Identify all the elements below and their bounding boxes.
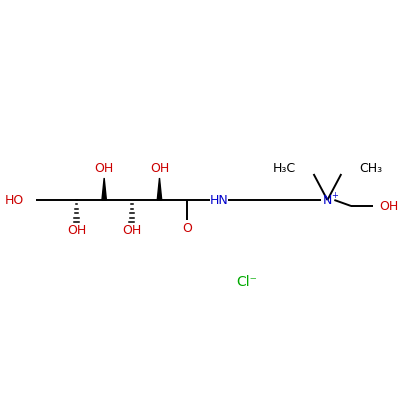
Text: OH: OH (122, 224, 142, 238)
Text: N: N (323, 194, 332, 206)
Text: +: + (331, 190, 338, 200)
Text: H₃C: H₃C (273, 162, 296, 176)
Text: O: O (182, 222, 192, 236)
Polygon shape (157, 178, 162, 200)
Text: Cl⁻: Cl⁻ (236, 275, 257, 289)
Text: CH₃: CH₃ (359, 162, 382, 176)
Text: HO: HO (5, 194, 24, 206)
Text: OH: OH (67, 224, 86, 238)
Text: OH: OH (379, 200, 398, 212)
Text: OH: OH (150, 162, 169, 176)
Polygon shape (102, 178, 106, 200)
Text: OH: OH (94, 162, 114, 176)
Text: HN: HN (209, 194, 228, 206)
